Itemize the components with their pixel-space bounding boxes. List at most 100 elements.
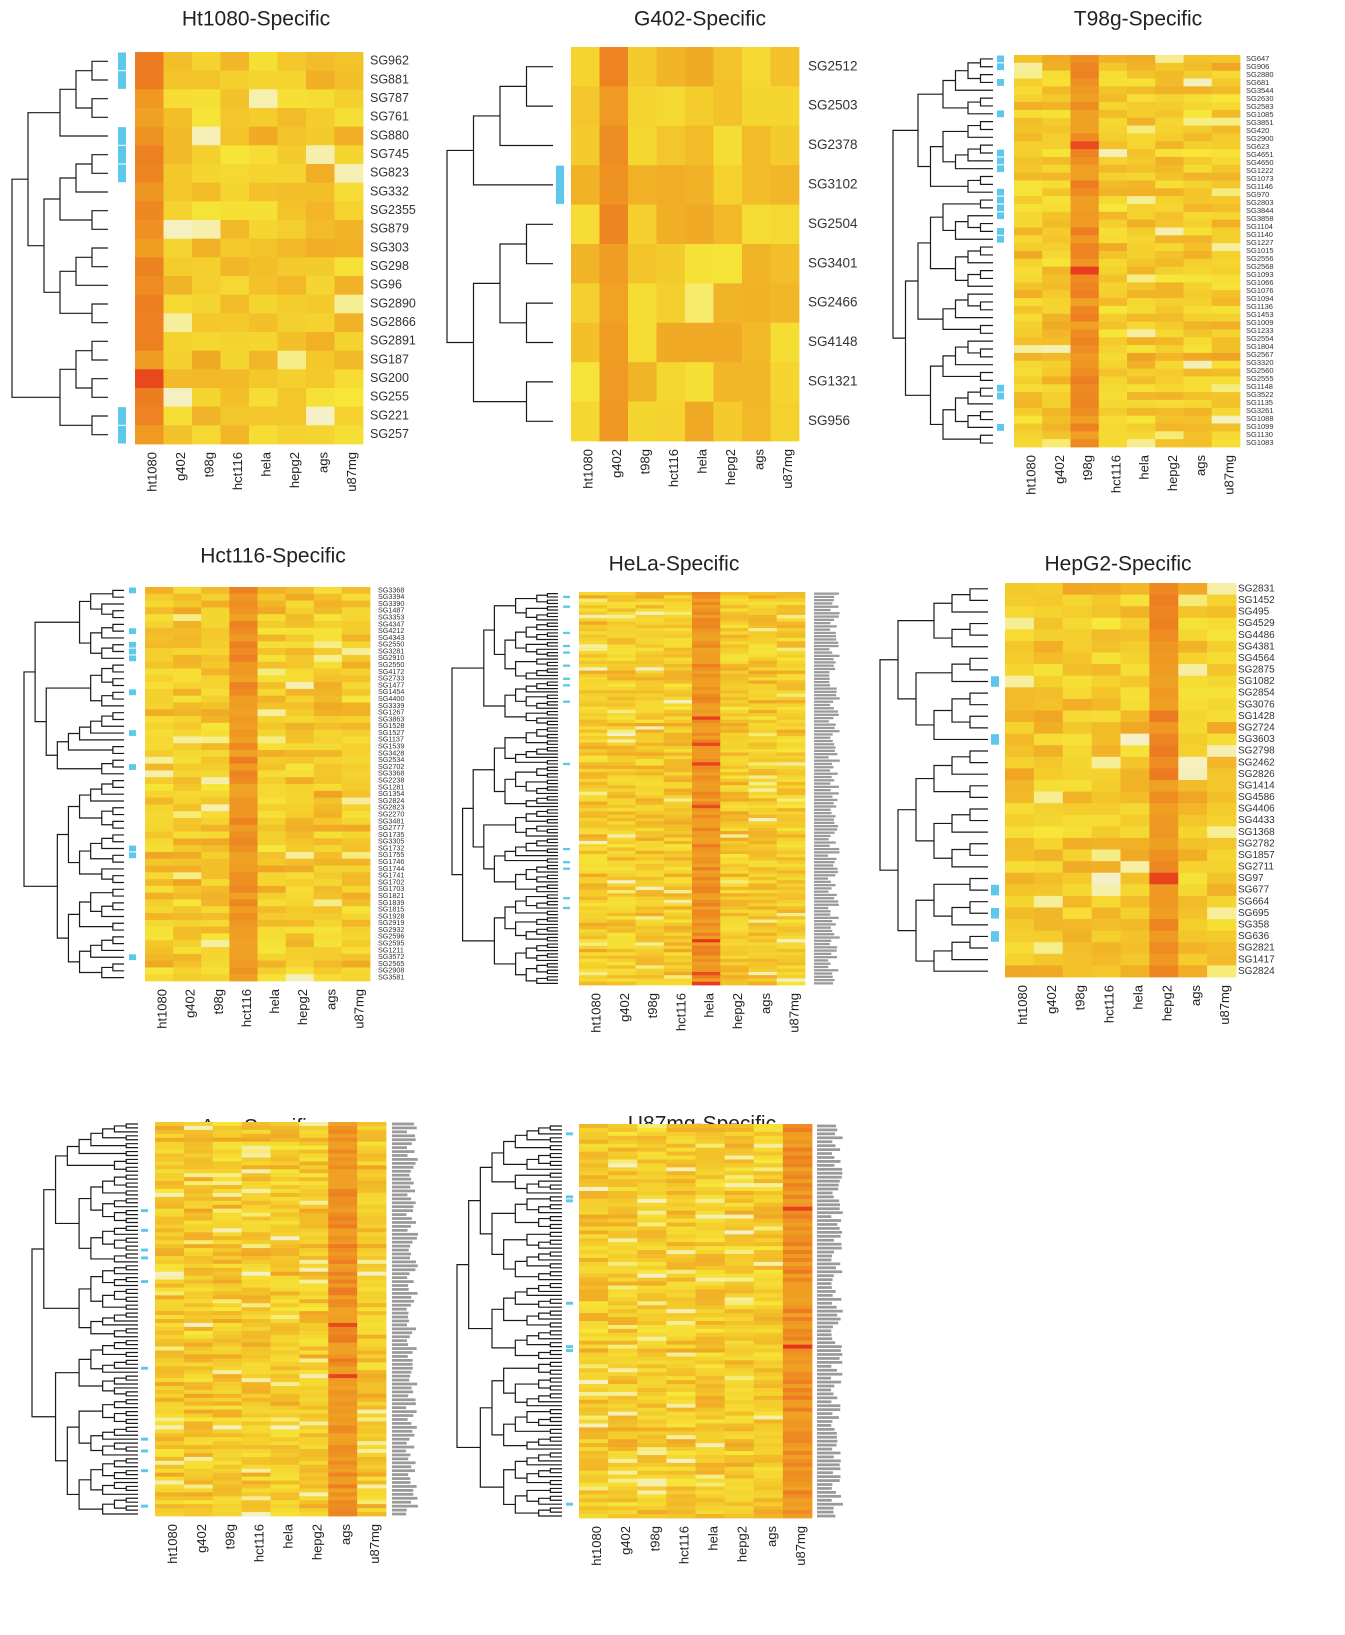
row-label-text — [814, 779, 835, 782]
heatmap-cell — [608, 1309, 638, 1314]
heatmap-cell — [257, 763, 287, 771]
heatmap-cell — [1127, 188, 1156, 197]
heatmap-cell — [748, 713, 778, 717]
column-label: t98g — [1080, 455, 1095, 480]
heatmap-cell — [776, 978, 806, 983]
heatmap-cell — [1127, 384, 1156, 393]
row-label-text — [392, 1177, 412, 1181]
heatmap-cell — [1120, 722, 1150, 735]
heatmap-cell — [720, 847, 749, 852]
heatmap-cell — [277, 220, 307, 240]
heatmap-cell — [720, 660, 749, 665]
heatmap-cell — [229, 831, 258, 839]
heatmap-cell — [229, 709, 258, 717]
heatmap-cell — [1211, 431, 1241, 440]
heatmap-cell — [183, 1263, 214, 1269]
heatmap-cell — [328, 1149, 358, 1154]
heatmap-cell — [782, 1285, 813, 1290]
heatmap-cell — [1098, 227, 1128, 236]
heatmap-cell — [607, 614, 636, 619]
heatmap-cell — [753, 1399, 784, 1405]
heatmap-cell — [635, 637, 665, 642]
heatmap-cell — [201, 831, 230, 839]
heatmap-cell — [241, 1401, 271, 1407]
heatmap-cell — [663, 693, 693, 698]
heatmap-cell — [724, 1395, 755, 1401]
heatmap-cell — [724, 1502, 755, 1507]
heatmap-cell — [163, 52, 193, 72]
heatmap-cell — [579, 912, 608, 917]
heatmap-cell — [270, 1165, 300, 1170]
cluster-marker — [141, 1437, 148, 1441]
heatmap-cell — [270, 1173, 300, 1178]
column-label: u87mg — [780, 449, 795, 489]
heatmap-cell — [163, 70, 193, 90]
heatmap-cell — [249, 201, 278, 221]
heatmap-cell — [341, 716, 371, 724]
heatmap-cell — [173, 702, 202, 710]
heatmap-cell — [306, 126, 335, 146]
heatmap-cell — [1070, 439, 1100, 448]
heatmap-cell — [1178, 768, 1208, 781]
row-label-text — [392, 1485, 417, 1488]
row-label-text — [392, 1445, 415, 1449]
heatmap-cell — [229, 913, 258, 921]
heatmap-cell — [608, 1167, 638, 1172]
heatmap-cell — [306, 52, 335, 72]
heatmap-cell — [1070, 94, 1100, 103]
heatmap-cell — [692, 706, 721, 711]
heatmap-cell — [724, 1171, 755, 1176]
heatmap-cell — [229, 587, 258, 595]
heatmap-cell — [666, 1344, 696, 1349]
heatmap-cell — [241, 1299, 271, 1304]
heatmap-cell — [579, 1257, 609, 1263]
heatmap-cell — [1155, 251, 1184, 260]
row-label-text — [814, 736, 831, 739]
heatmap-cell — [241, 1362, 271, 1367]
heatmap-cell — [173, 654, 202, 663]
row-labels — [814, 592, 840, 985]
heatmap-cell — [724, 1407, 755, 1413]
heatmap-cell — [1042, 188, 1071, 197]
heatmap-cell — [635, 614, 665, 619]
heatmap-cell — [299, 1460, 329, 1466]
heatmap-cell — [637, 1340, 667, 1346]
heatmap-cell — [145, 831, 174, 839]
heatmap-cell — [341, 648, 371, 656]
row-label: SG3851 — [1246, 118, 1274, 127]
heatmap-cell — [663, 916, 693, 920]
heatmap-cell — [1207, 733, 1237, 746]
heatmap-cell — [155, 1287, 185, 1292]
heatmap-cell — [579, 886, 608, 891]
heatmap-cell — [635, 958, 665, 963]
heatmap-cell — [579, 1273, 609, 1279]
heatmap-cell — [1207, 780, 1237, 792]
heatmap-cell — [1042, 117, 1071, 126]
heatmap-cell — [1211, 227, 1241, 236]
heatmap-cell — [720, 634, 749, 639]
heatmap-cell — [663, 909, 693, 914]
heatmap-cell — [571, 283, 600, 324]
heatmap-cell — [1091, 687, 1121, 700]
heatmap-cell — [1098, 407, 1128, 417]
heatmap-cell — [1211, 329, 1241, 338]
heatmap-cell — [357, 1267, 387, 1273]
row-label: SG2466 — [808, 295, 858, 310]
heatmap-cell — [1042, 337, 1071, 346]
dendrogram-branch — [101, 939, 124, 952]
heatmap-cell — [145, 817, 174, 826]
heatmap-cell — [357, 1492, 387, 1497]
row-label-text — [392, 1449, 407, 1453]
heatmap-cell — [1098, 251, 1128, 260]
heatmap-cell — [241, 1291, 271, 1296]
heatmap-cell — [782, 1218, 813, 1223]
heatmap-cell — [212, 1354, 243, 1359]
row-label: SG745 — [370, 147, 409, 161]
heatmap-cell — [328, 1378, 358, 1383]
heatmap-cell — [720, 729, 749, 734]
heatmap-cell — [212, 1464, 243, 1470]
heatmap-cell — [724, 1309, 755, 1314]
heatmap-cell — [1014, 329, 1043, 338]
heatmap-cell — [724, 1474, 755, 1479]
dendrogram-branch — [969, 785, 988, 798]
